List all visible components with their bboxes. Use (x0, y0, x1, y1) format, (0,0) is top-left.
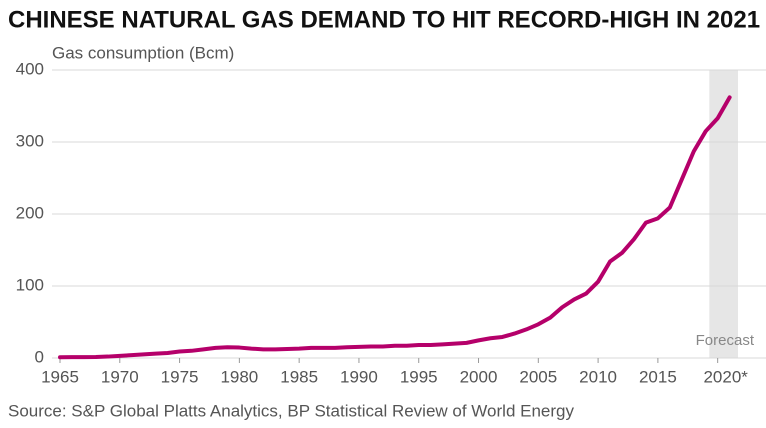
x-tick-label: 2015 (639, 367, 677, 386)
x-tick-label: 2010 (579, 367, 617, 386)
x-tick-label: 1970 (101, 367, 139, 386)
x-tick-label: 1965 (41, 367, 79, 386)
x-tick-label: 1975 (161, 367, 199, 386)
data-line (58, 95, 732, 360)
x-tick-label: 1980 (220, 367, 258, 386)
x-tick-label: 1990 (340, 367, 378, 386)
y-tick-label: 200 (16, 203, 44, 222)
y-axis-label: Gas consumption (Bcm) (52, 43, 234, 62)
x-tick-label: 1995 (400, 367, 438, 386)
x-tick-label: 2005 (519, 367, 557, 386)
y-tick-label: 100 (16, 275, 44, 294)
x-tick-label: 1985 (280, 367, 318, 386)
y-tick-label: 0 (35, 347, 44, 366)
y-tick-label: 300 (16, 131, 44, 150)
y-tick-label: 400 (16, 59, 44, 78)
source: Source: S&P Global Platts Analytics, BP … (8, 401, 574, 420)
forecast-label: Forecast (696, 332, 755, 349)
x-tick-label: 2020* (703, 367, 748, 386)
x-tick-label: 2000 (460, 367, 498, 386)
chart-title: CHINESE NATURAL GAS DEMAND TO HIT RECORD… (8, 6, 760, 33)
